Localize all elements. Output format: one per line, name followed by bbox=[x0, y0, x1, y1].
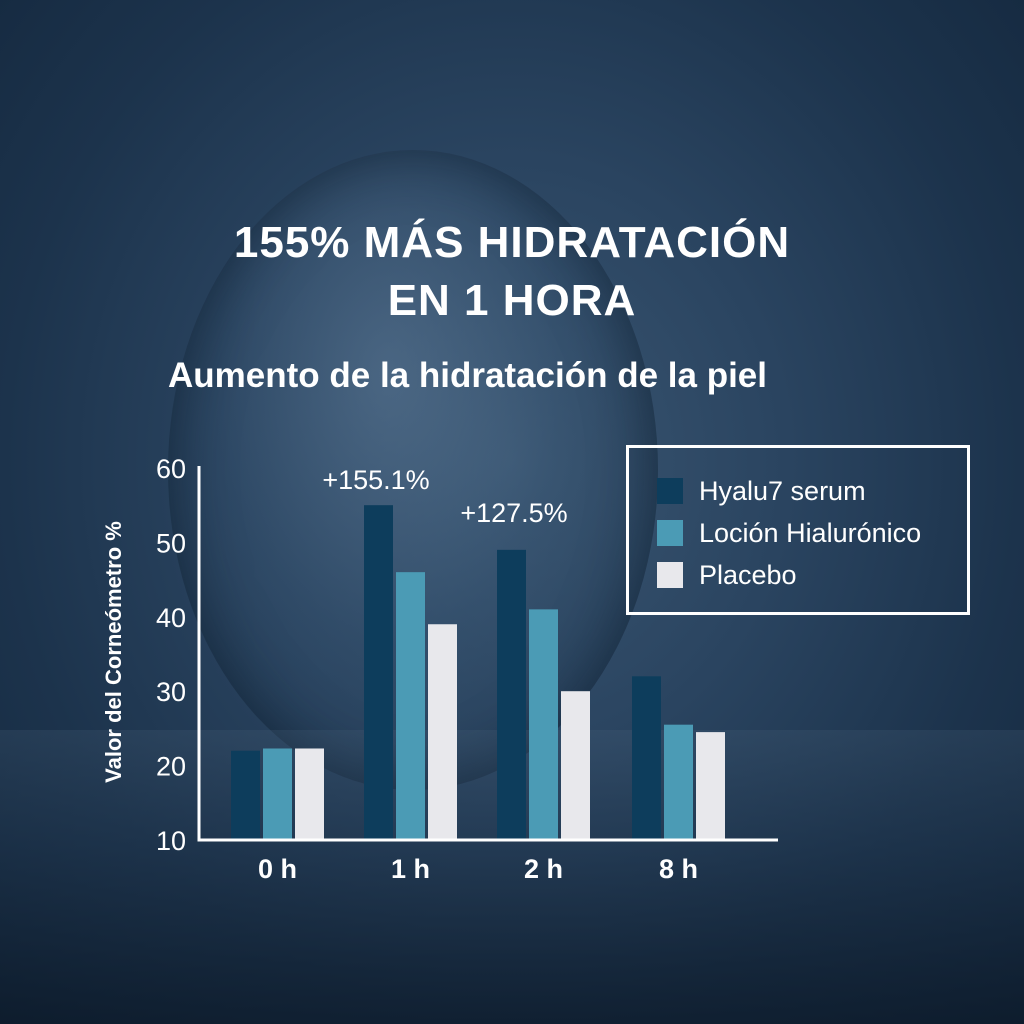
x-tick-label-8h: 8 h bbox=[659, 854, 698, 884]
legend-item-placebo: Placebo bbox=[657, 560, 797, 590]
bar-0h-series-0 bbox=[231, 750, 260, 840]
y-tick-label-30: 30 bbox=[156, 677, 186, 707]
x-tick-label-1h: 1 h bbox=[391, 854, 430, 884]
x-tick-label-2h: 2 h bbox=[524, 854, 563, 884]
legend-swatch-serum bbox=[657, 478, 683, 504]
y-axis-label: Valor del Corneómetro % bbox=[101, 521, 126, 783]
x-tick-label-0h: 0 h bbox=[258, 854, 297, 884]
headline-line-2: EN 1 HORA bbox=[387, 276, 637, 325]
legend-item-locion: Loción Hialurónico bbox=[657, 518, 921, 548]
y-tick-label-50: 50 bbox=[156, 528, 186, 558]
annotation-label-0: +155.1% bbox=[322, 465, 429, 495]
legend-label-locion: Loción Hialurónico bbox=[699, 518, 922, 548]
bar-1h-series-0 bbox=[364, 505, 393, 840]
bar-0h-series-1 bbox=[263, 748, 292, 840]
bar-2h-series-0 bbox=[497, 549, 526, 840]
chart-legend: Hyalu7 serum Loción Hialurónico Placebo bbox=[626, 445, 970, 615]
bar-1h-series-1 bbox=[396, 572, 425, 840]
y-tick-label-40: 40 bbox=[156, 603, 186, 633]
bar-1h-series-2 bbox=[428, 624, 457, 840]
annotation-label-1: +127.5% bbox=[460, 498, 567, 528]
bar-8h-series-2 bbox=[696, 732, 725, 840]
chart-subtitle: Aumento de la hidratación de la piel bbox=[168, 356, 767, 395]
y-tick-label-20: 20 bbox=[156, 752, 186, 782]
y-tick-label-10: 10 bbox=[156, 826, 186, 856]
legend-swatch-locion bbox=[657, 520, 683, 546]
bar-0h-series-2 bbox=[295, 748, 324, 840]
bar-2h-series-2 bbox=[561, 691, 590, 840]
legend-item-serum: Hyalu7 serum bbox=[657, 476, 866, 506]
bar-8h-series-0 bbox=[632, 676, 661, 840]
legend-label-placebo: Placebo bbox=[699, 560, 797, 590]
y-tick-label-60: 60 bbox=[156, 454, 186, 484]
bar-2h-series-1 bbox=[529, 609, 558, 840]
bar-8h-series-1 bbox=[664, 724, 693, 840]
legend-swatch-placebo bbox=[657, 562, 683, 588]
legend-label-serum: Hyalu7 serum bbox=[699, 476, 866, 506]
headline-line-1: 155% MÁS HIDRATACIÓN bbox=[233, 218, 791, 267]
